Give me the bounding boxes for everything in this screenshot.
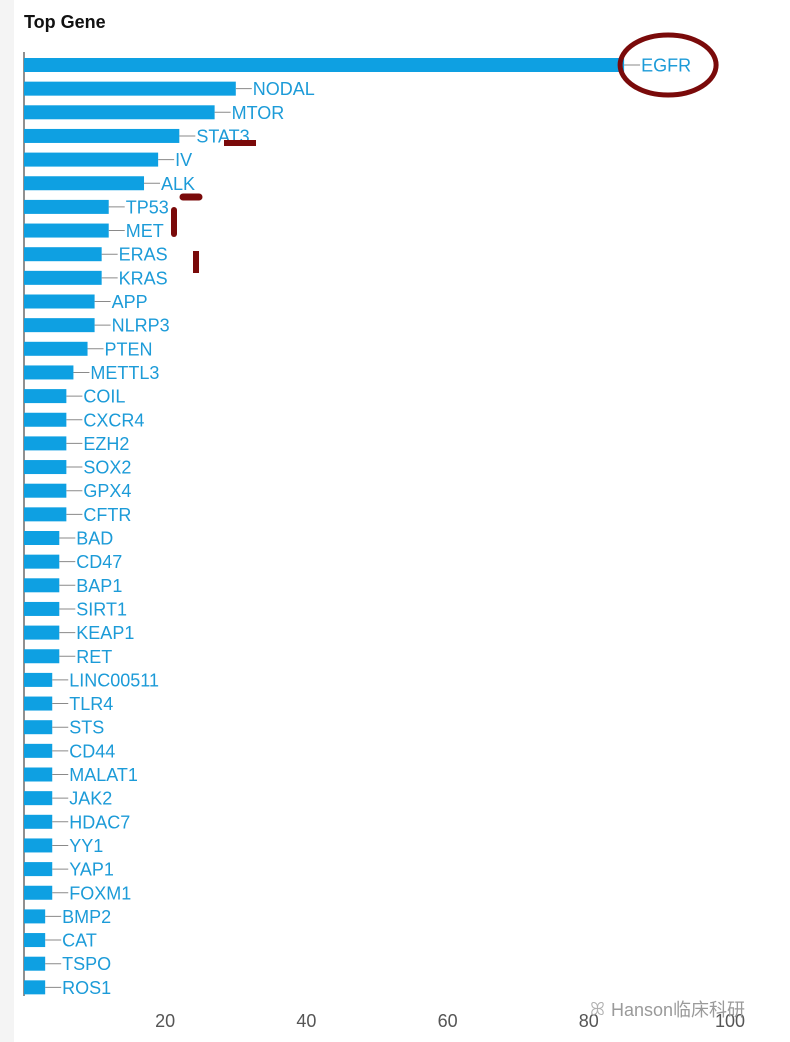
bar-mettl3 bbox=[24, 365, 74, 380]
x-tick-label-40: 40 bbox=[296, 1011, 316, 1031]
bar-gpx4 bbox=[24, 483, 67, 498]
bar-stat3 bbox=[24, 128, 180, 143]
bar-label-bmp2: BMP2 bbox=[62, 907, 111, 927]
bar-label-pten: PTEN bbox=[105, 339, 153, 359]
bar-label-nlrp3: NLRP3 bbox=[112, 316, 170, 336]
bar-label-iv: IV bbox=[175, 150, 192, 170]
bar-iv bbox=[24, 152, 159, 167]
bar-label-jak2: JAK2 bbox=[69, 789, 112, 809]
bar-cxcr4 bbox=[24, 412, 67, 427]
bar-ret bbox=[24, 649, 60, 664]
bar-label-sox2: SOX2 bbox=[83, 458, 131, 478]
bar-mtor bbox=[24, 105, 215, 120]
bar-eras bbox=[24, 247, 102, 262]
bar-pten bbox=[24, 341, 88, 356]
bar-label-hdac7: HDAC7 bbox=[69, 812, 130, 832]
bar-label-mtor: MTOR bbox=[232, 103, 285, 123]
bar-cd47 bbox=[24, 554, 60, 569]
bar-label-nodal: NODAL bbox=[253, 79, 315, 99]
bar-bmp2 bbox=[24, 909, 46, 924]
bar-hdac7 bbox=[24, 814, 53, 829]
bar-label-cat: CAT bbox=[62, 931, 97, 951]
chart-title: Top Gene bbox=[24, 12, 106, 32]
watermark: ꕤ Hanson临床科研 bbox=[590, 996, 745, 1022]
bar-sts bbox=[24, 720, 53, 735]
bar-sox2 bbox=[24, 460, 67, 475]
bar-keap1 bbox=[24, 625, 60, 640]
bar-label-ezh2: EZH2 bbox=[83, 434, 129, 454]
bar-ezh2 bbox=[24, 436, 67, 451]
bar-app bbox=[24, 294, 95, 309]
bar-label-tlr4: TLR4 bbox=[69, 694, 113, 714]
bar-label-bap1: BAP1 bbox=[76, 576, 122, 596]
bar-tp53 bbox=[24, 199, 109, 214]
bar-label-coil: COIL bbox=[83, 387, 125, 407]
bar-yap1 bbox=[24, 862, 53, 877]
bar-tlr4 bbox=[24, 696, 53, 711]
bar-ros1 bbox=[24, 980, 46, 995]
annotation-circle-egfr bbox=[617, 32, 719, 98]
bar-label-cd44: CD44 bbox=[69, 741, 115, 761]
wechat-icon: ꕤ bbox=[590, 998, 605, 1019]
bar-label-malat1: MALAT1 bbox=[69, 765, 138, 785]
bar-egfr bbox=[24, 58, 625, 72]
bar-cftr bbox=[24, 507, 67, 522]
bar-label-kras: KRAS bbox=[119, 268, 168, 288]
bar-label-yap1: YAP1 bbox=[69, 860, 114, 880]
bar-label-app: APP bbox=[112, 292, 148, 312]
bar-linc00511 bbox=[24, 672, 53, 687]
bar-label-alk: ALK bbox=[161, 174, 195, 194]
bar-cd44 bbox=[24, 743, 53, 758]
bar-label-yy1: YY1 bbox=[69, 836, 103, 856]
bar-foxm1 bbox=[24, 885, 53, 900]
bar-coil bbox=[24, 389, 67, 404]
x-tick-label-100: 100 bbox=[715, 1011, 745, 1031]
bar-cat bbox=[24, 933, 46, 948]
bar-label-linc00511: LINC00511 bbox=[69, 670, 159, 690]
bar-label-bad: BAD bbox=[76, 529, 113, 549]
bar-label-met: MET bbox=[126, 221, 164, 241]
bar-label-cd47: CD47 bbox=[76, 552, 122, 572]
bar-malat1 bbox=[24, 767, 53, 782]
bar-alk bbox=[24, 176, 145, 191]
bar-sirt1 bbox=[24, 601, 60, 616]
bar-label-egfr: EGFR bbox=[641, 56, 691, 76]
bar-bap1 bbox=[24, 578, 60, 593]
bar-kras bbox=[24, 270, 102, 285]
bar-yy1 bbox=[24, 838, 53, 853]
bar-label-foxm1: FOXM1 bbox=[69, 883, 131, 903]
bar-met bbox=[24, 223, 109, 238]
bar-label-ros1: ROS1 bbox=[62, 978, 111, 998]
left-margin-strip bbox=[0, 0, 14, 1042]
x-tick-label-80: 80 bbox=[579, 1011, 599, 1031]
bar-nlrp3 bbox=[24, 318, 95, 333]
bar-label-cxcr4: CXCR4 bbox=[83, 410, 144, 430]
bar-label-gpx4: GPX4 bbox=[83, 481, 131, 501]
bar-label-ret: RET bbox=[76, 647, 112, 667]
x-tick-label-60: 60 bbox=[438, 1011, 458, 1031]
bar-label-tp53: TP53 bbox=[126, 197, 169, 217]
bar-label-eras: ERAS bbox=[119, 245, 168, 265]
bar-bad bbox=[24, 531, 60, 545]
x-tick-label-20: 20 bbox=[155, 1011, 175, 1031]
bar-label-mettl3: METTL3 bbox=[90, 363, 159, 383]
bar-label-keap1: KEAP1 bbox=[76, 623, 134, 643]
bar-label-tspo: TSPO bbox=[62, 954, 111, 974]
bar-tspo bbox=[24, 956, 46, 971]
watermark-text: Hanson临床科研 bbox=[610, 1000, 746, 1020]
bar-nodal bbox=[24, 81, 236, 96]
bar-label-cftr: CFTR bbox=[83, 505, 131, 525]
bar-jak2 bbox=[24, 791, 53, 806]
bar-label-sts: STS bbox=[69, 718, 104, 738]
bar-label-sirt1: SIRT1 bbox=[76, 599, 127, 619]
